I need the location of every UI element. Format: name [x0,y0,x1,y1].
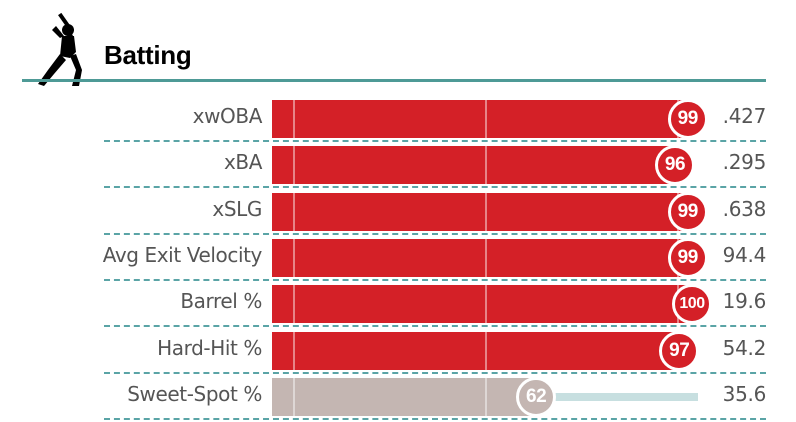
batter-silhouette-icon [38,12,82,86]
metric-label: Barrel % [180,289,262,314]
percentile-bar-fill [272,377,537,416]
metric-label: Sweet-Spot % [127,381,262,406]
reference-tick [677,378,679,416]
row-divider [104,325,766,328]
reference-tick [485,331,487,370]
percentile-bar-track [272,146,698,185]
reference-tick [293,192,296,231]
percentile-bar-fill [272,146,681,185]
percentile-bar-fill [272,192,694,231]
reference-tick [485,238,487,277]
row-divider [104,278,766,281]
percentile-row: Avg Exit Velocity 99 94.4 [0,235,796,281]
percentile-bar-track [272,285,698,324]
row-divider [104,140,766,142]
percentile-bar-remainder [536,392,698,401]
metric-label: Avg Exit Velocity [102,242,263,267]
reference-tick [485,285,487,324]
metric-value: .638 [722,196,767,221]
metric-value: .295 [722,150,767,175]
section-title: Batting [104,40,192,70]
percentile-badge: 99 [667,99,708,139]
metric-label: xBA [223,150,262,175]
reference-tick [485,377,487,416]
reference-tick [293,238,296,277]
percentile-row: xBA 96 .295 [0,142,796,189]
percentile-badge: 96 [654,145,695,186]
percentile-badge: 99 [667,191,708,232]
percentile-row: Barrel % 100 19.6 [0,281,796,328]
row-divider [104,186,766,189]
header-divider [22,79,766,82]
reference-tick [293,331,296,370]
metric-value: 94.4 [722,242,767,267]
metric-value: 19.6 [722,289,767,314]
row-divider [104,371,766,374]
percentile-badge: 100 [672,284,712,325]
percentile-badge: 62 [516,376,557,417]
percentile-bar-fill [272,331,686,370]
metric-value: 35.6 [722,381,767,406]
row-divider [104,232,766,235]
percentile-bar-fill [272,285,698,324]
percentile-bar-track [272,238,698,277]
metric-label: xwOBA [192,104,263,128]
reference-tick [293,377,296,416]
percentile-row: Hard-Hit % 97 54.2 [0,328,796,374]
percentile-bar-track [272,100,698,138]
reference-tick [293,146,296,185]
percentile-bar-track [272,331,698,370]
metric-value: .427 [722,104,767,128]
metric-label: Hard-Hit % [157,335,262,360]
reference-tick [293,100,296,138]
percentile-bar-track [272,377,698,416]
percentile-badge: 97 [659,330,700,371]
reference-tick [485,100,487,138]
reference-tick [485,146,487,185]
reference-tick [293,285,296,324]
reference-tick [485,192,487,231]
percentile-row: xSLG 99 .638 [0,189,796,235]
percentile-row: xwOBA 99 .427 [0,96,796,142]
percentile-badge: 99 [667,237,708,278]
percentile-bar-fill [272,100,694,138]
percentile-row: Sweet-Spot % 62 35.6 [0,374,796,420]
row-divider [104,417,766,420]
metric-label: xSLG [212,196,262,221]
percentile-bar-fill [272,238,694,277]
percentile-bar-track [272,192,698,231]
metric-value: 54.2 [722,335,767,360]
